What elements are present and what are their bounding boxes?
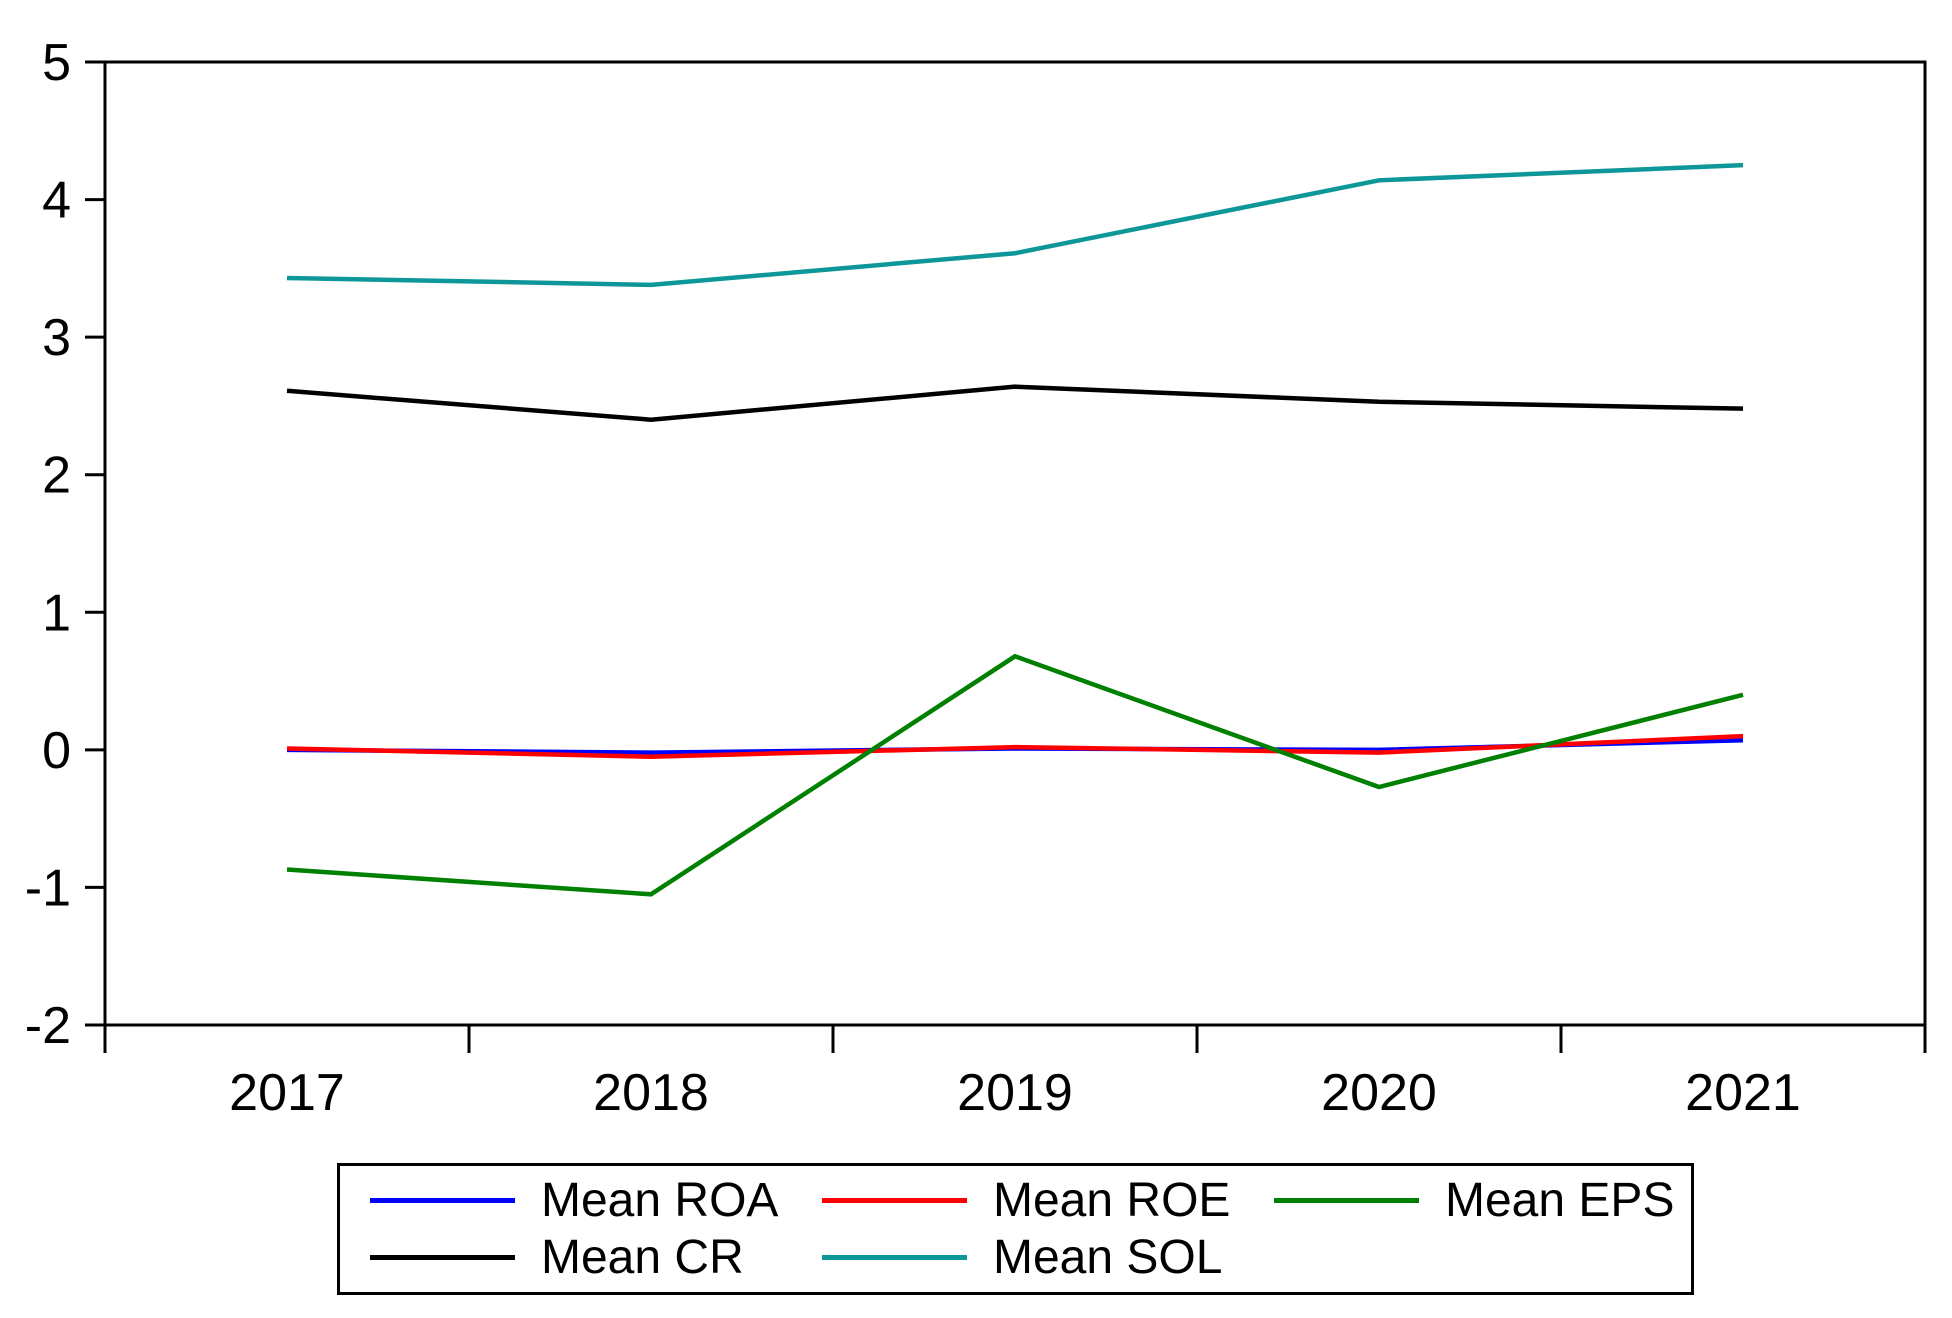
legend-swatch-mean-roe: [822, 1198, 967, 1204]
x-tick-label: 2021: [1685, 1064, 1801, 1122]
legend-box: Mean ROA Mean ROE Mean EPS Mean CR Mean SOL: [337, 1163, 1694, 1295]
x-tick-label: 2017: [229, 1064, 345, 1122]
legend-label-mean-cr: Mean CR: [541, 1230, 744, 1284]
legend-row: Mean ROA Mean ROE Mean EPS: [340, 1173, 1691, 1228]
legend-label-mean-sol: Mean SOL: [993, 1230, 1223, 1284]
y-tick-label: 0: [42, 722, 71, 780]
series-line-mean-cr: [286, 384, 1744, 422]
y-tick-label: 4: [42, 172, 71, 230]
legend-item-mean-roa: Mean ROA: [340, 1173, 792, 1228]
legend-item-mean-roe: Mean ROE: [792, 1173, 1244, 1228]
legend-label-mean-roe: Mean ROE: [993, 1174, 1231, 1228]
legend-label-mean-eps: Mean EPS: [1445, 1174, 1675, 1228]
y-tick-label: -2: [25, 997, 71, 1055]
legend-item-mean-sol: Mean SOL: [792, 1230, 1244, 1285]
y-tick-label: -1: [25, 859, 71, 917]
legend-label-mean-roa: Mean ROA: [541, 1174, 779, 1228]
y-tick-label: 2: [42, 447, 71, 505]
y-tick-label: 5: [42, 34, 71, 92]
series-line-mean-sol: [286, 162, 1744, 288]
plot-frame: [103, 60, 1927, 1027]
y-tick-label: 3: [42, 309, 71, 367]
x-tick-label: 2018: [593, 1064, 709, 1122]
legend-swatch-mean-cr: [370, 1254, 515, 1260]
series-line-mean-eps: [286, 653, 1744, 897]
legend-swatch-mean-roa: [370, 1198, 515, 1204]
legend-item-mean-eps: Mean EPS: [1244, 1173, 1696, 1228]
legend-item-mean-cr: Mean CR: [340, 1230, 792, 1285]
x-tick-label: 2019: [957, 1064, 1073, 1122]
x-tick-label: 2020: [1321, 1064, 1437, 1122]
legend-row: Mean CR Mean SOL: [340, 1230, 1691, 1285]
y-tick-label: 1: [42, 584, 71, 642]
legend-swatch-mean-sol: [822, 1254, 967, 1260]
series-line-mean-roe: [286, 733, 1744, 759]
legend-swatch-mean-eps: [1274, 1198, 1419, 1204]
